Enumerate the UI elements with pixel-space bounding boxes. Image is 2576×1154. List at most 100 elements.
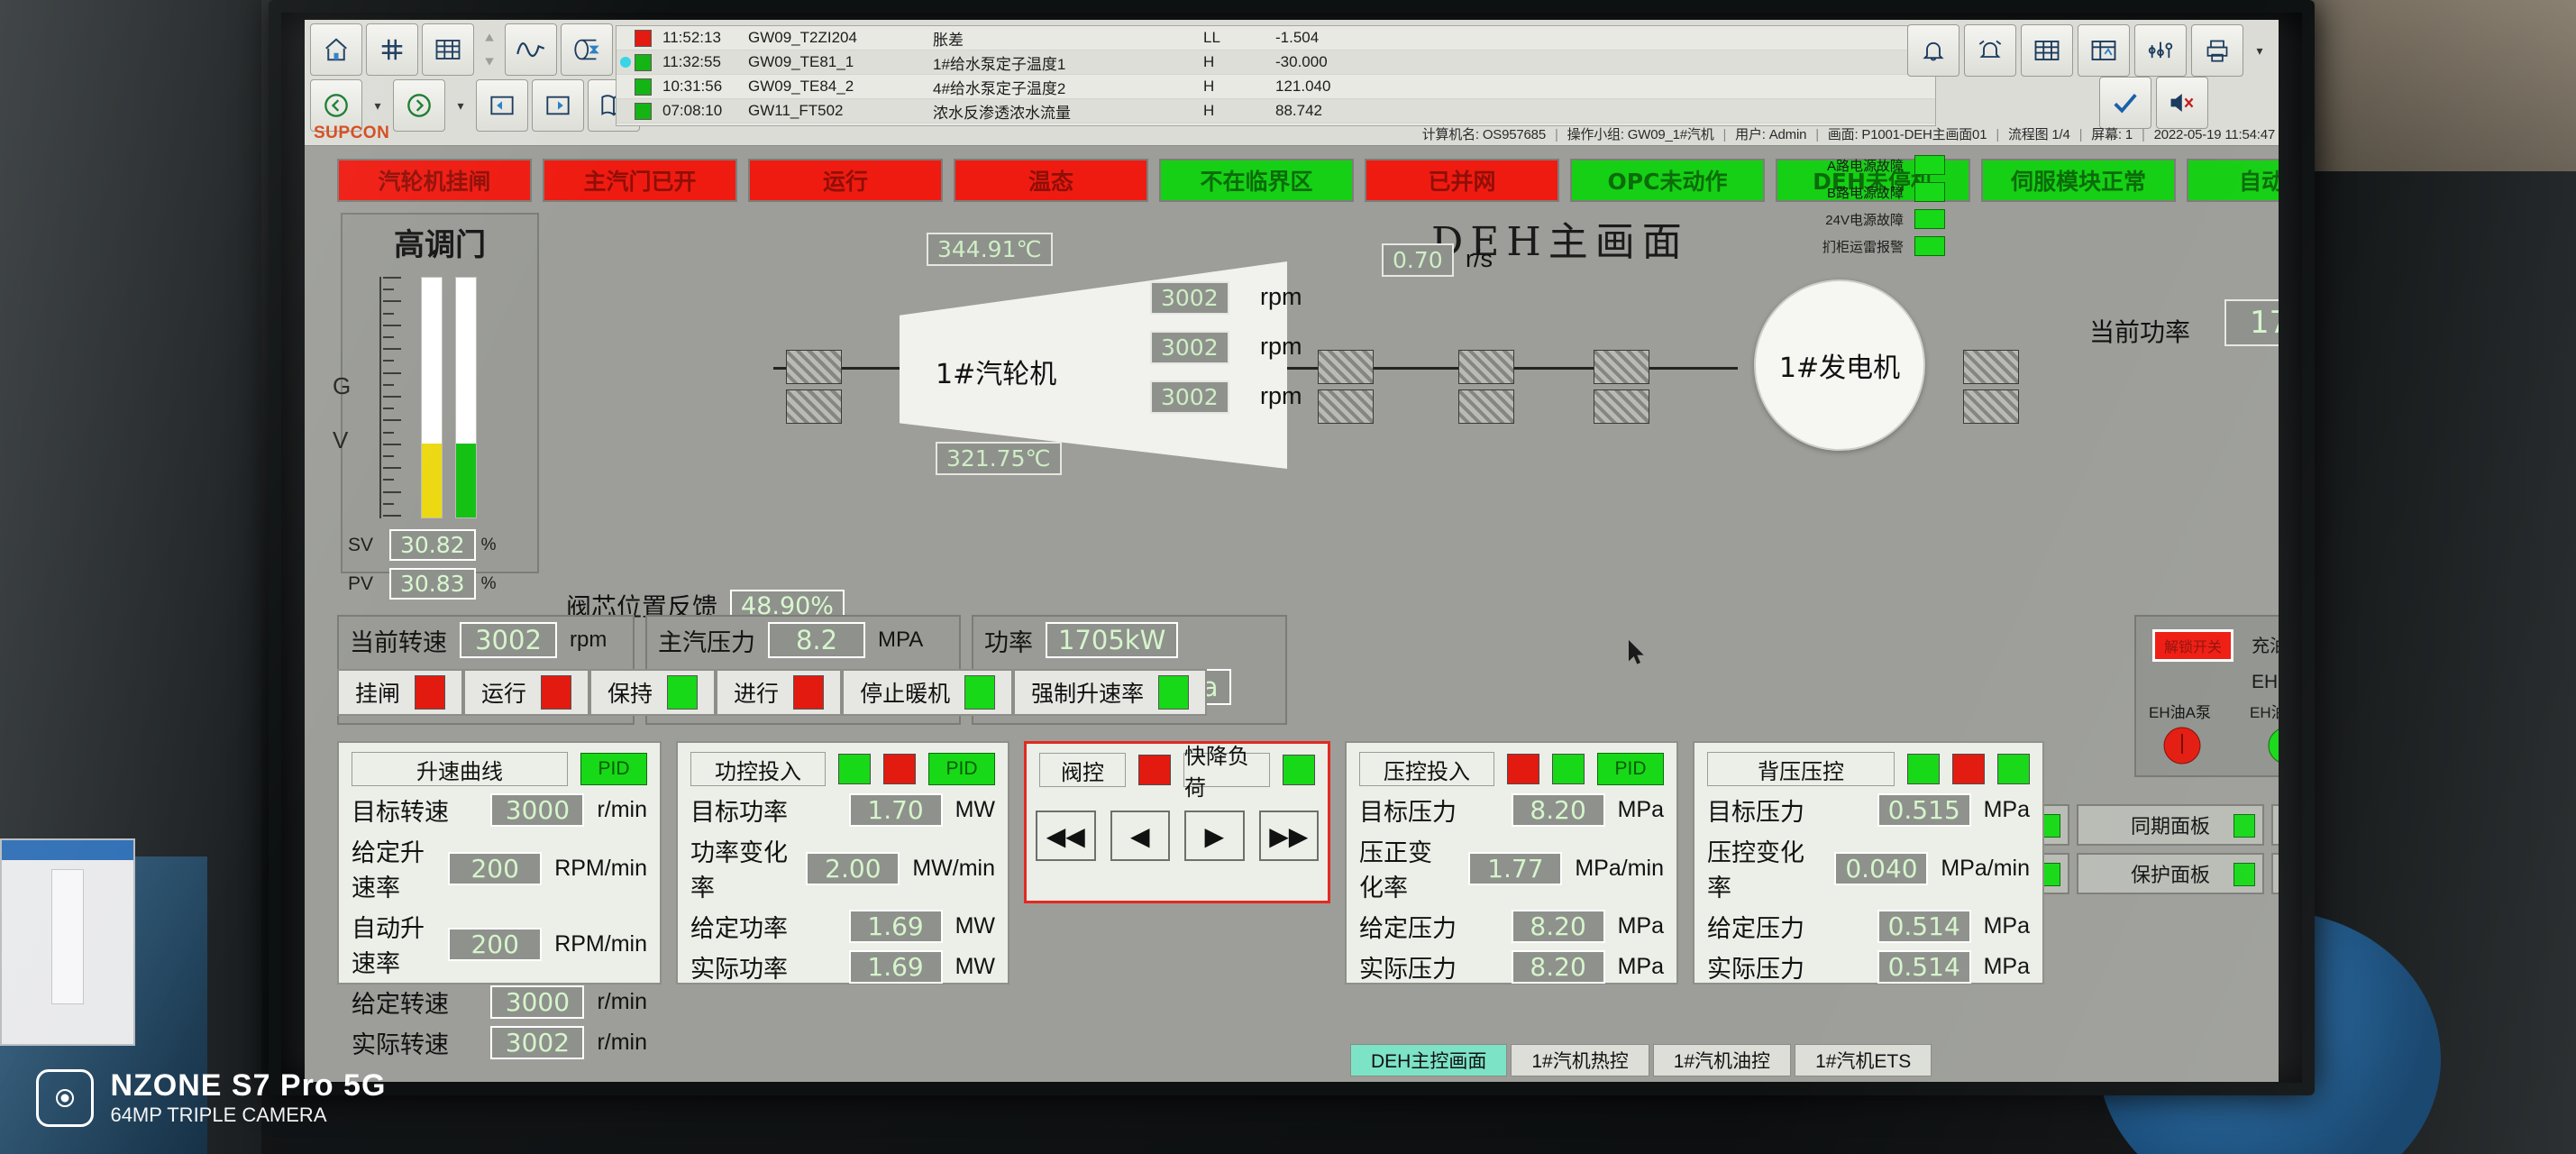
alarm-value: -30.000: [1275, 53, 1328, 70]
pump-a-indicator[interactable]: [2163, 727, 2201, 765]
backpressure-param-value[interactable]: 0.514: [1877, 950, 1971, 984]
status-indicator-button[interactable]: 自动状态: [2187, 159, 2279, 202]
grid-hash-icon[interactable]: [366, 23, 418, 76]
bell-icon[interactable]: [1907, 24, 1959, 77]
pressure-param-row: 压正变化率 1.77 MPa/min: [1347, 830, 1676, 906]
action-button[interactable]: 运行: [463, 669, 590, 716]
valve-pv-value[interactable]: 30.83: [389, 568, 476, 600]
solenoid-label: 充油电磁阀动作: [2252, 637, 2279, 656]
status-indicator-button[interactable]: 运行: [748, 159, 943, 202]
speed-param-value[interactable]: 3000: [490, 985, 585, 1019]
speed-param-label: 目标转速: [352, 799, 449, 826]
alarm-list[interactable]: 11:52:13 GW09_T2ZI204 胀差 LL -1.504 11:32:55 GW…: [616, 25, 1936, 126]
alarm-time: 11:52:13: [662, 29, 721, 46]
unlock-switch-button[interactable]: 解锁开关: [2152, 629, 2233, 662]
backpressure-param-value[interactable]: 0.514: [1877, 910, 1971, 943]
gauge-axis-label-g: G: [333, 372, 352, 399]
back-dropdown-icon[interactable]: ▾: [374, 97, 381, 113]
pump-b-indicator[interactable]: [2268, 727, 2279, 765]
power-param-value[interactable]: 2.00: [806, 851, 900, 885]
tune-icon[interactable]: [2134, 24, 2187, 77]
alarm-row[interactable]: 07:08:10 GW11_FT502 浓水反渗透浓水流量 H 88.742: [617, 99, 1935, 124]
check-icon[interactable]: [2099, 77, 2151, 129]
gauge-tick: [383, 479, 394, 481]
action-button[interactable]: 强制升速率: [1013, 669, 1208, 716]
trend-icon[interactable]: [505, 23, 557, 76]
forward-icon[interactable]: [393, 79, 445, 132]
alarm-row[interactable]: 11:52:13 GW09_T2ZI204 胀差 LL -1.504: [617, 26, 1935, 50]
panel-navigation-button[interactable]: 同期面板: [2077, 804, 2264, 846]
print-icon[interactable]: [2191, 24, 2243, 77]
speed-curve-button[interactable]: 升速曲线: [352, 752, 568, 786]
report-icon[interactable]: [2078, 24, 2130, 77]
speed-pid-button[interactable]: PID: [580, 753, 647, 785]
status-indicator-button[interactable]: 伺服模块正常: [1981, 159, 2176, 202]
screen-tab[interactable]: 1#汽机热控: [1511, 1044, 1649, 1076]
backpressure-param-unit: MPa: [1983, 913, 2030, 939]
valve-nav-buttons: ◀◀ ◀ ▶ ▶▶: [1027, 791, 1328, 881]
status-indicator-button[interactable]: 已并网: [1365, 159, 1559, 202]
monitor-label: 屏幕:: [2091, 127, 2122, 142]
action-button[interactable]: 挂闸: [337, 669, 464, 716]
valve-control-button[interactable]: 阀控: [1039, 753, 1126, 787]
export-icon[interactable]: [532, 79, 584, 132]
mute-icon[interactable]: [2156, 77, 2208, 129]
action-button[interactable]: 停止暖机: [842, 669, 1014, 716]
valve-panel-title: 高调门: [394, 227, 486, 263]
valve-close-button[interactable]: ◀: [1110, 811, 1170, 861]
more-dropdown-icon[interactable]: ▾: [2256, 42, 2263, 58]
valve-fast-open-button[interactable]: ▶▶: [1258, 811, 1319, 861]
screen-tab-strip: DEH主控画面 1#汽机热控 1#汽机油控 1#汽机ETS: [1350, 1044, 1932, 1076]
screen-tab[interactable]: DEH主控画面: [1350, 1044, 1508, 1076]
back-icon[interactable]: [310, 79, 362, 132]
action-button[interactable]: 保持: [589, 669, 717, 716]
refresh-icon[interactable]: [476, 79, 528, 132]
fast-unload-button[interactable]: 快降负荷: [1183, 745, 1270, 801]
status-indicator-button[interactable]: OPC未动作: [1570, 159, 1765, 202]
spinner-icon[interactable]: [478, 23, 501, 76]
speed-param-value[interactable]: 200: [448, 851, 543, 885]
gauge-tick: [383, 396, 401, 398]
pressure-param-value[interactable]: 8.20: [1511, 950, 1605, 984]
status-indicator-button[interactable]: 温态: [954, 159, 1148, 202]
pressure-param-value[interactable]: 8.20: [1511, 910, 1605, 943]
speed-param-value[interactable]: 200: [448, 927, 543, 961]
forward-dropdown-icon[interactable]: ▾: [457, 97, 464, 113]
screen-tab[interactable]: 1#汽机ETS: [1795, 1044, 1932, 1076]
current-speed-row: 当前转速 3002 rpm: [339, 617, 633, 664]
valve-open-button[interactable]: ▶: [1184, 811, 1245, 861]
screen-tab[interactable]: 1#汽机油控: [1652, 1044, 1792, 1076]
table-view-icon[interactable]: [2021, 24, 2073, 77]
speed-control-box: 升速曲线 PID 目标转速 3000 r/min 给定升速率 200 RPM/min 自动升…: [337, 741, 662, 1059]
pressure-param-value[interactable]: 8.20: [1511, 793, 1605, 827]
action-button[interactable]: 进行: [716, 669, 843, 716]
valve-sv-value[interactable]: 30.82: [389, 529, 476, 561]
panel-navigation-button[interactable]: 调阀面板: [2271, 853, 2279, 894]
pressure-param-value[interactable]: 1.77: [1468, 851, 1563, 885]
backpressure-param-value[interactable]: 0.040: [1834, 851, 1929, 885]
speed-param-value[interactable]: 3000: [490, 793, 585, 827]
power-control-header: 功控投入 PID: [678, 743, 1008, 790]
power-pid-button[interactable]: PID: [928, 753, 995, 785]
power-param-value[interactable]: 1.69: [848, 910, 943, 943]
alarm-row[interactable]: 11:32:55 GW09_TE81_1 1#给水泵定子温度1 H -30.000: [617, 50, 1935, 75]
power-param-value[interactable]: 1.70: [848, 793, 943, 827]
panel-navigation-button[interactable]: 高调伺服整定: [2271, 804, 2279, 846]
backpressure-param-value[interactable]: 0.515: [1877, 793, 1971, 827]
panel-navigation-button[interactable]: 保护面板: [2077, 853, 2264, 894]
valve-fast-close-button[interactable]: ◀◀: [1036, 811, 1096, 861]
alarm-row[interactable]: 10:31:56 GW09_TE84_2 4#给水泵定子温度2 H 121.040: [617, 75, 1935, 99]
status-indicator-button[interactable]: 主汽门已开: [543, 159, 737, 202]
power-param-value[interactable]: 1.69: [848, 950, 943, 984]
status-indicator-button[interactable]: 不在临界区: [1159, 159, 1354, 202]
pressure-pid-button[interactable]: PID: [1597, 753, 1664, 785]
speed-param-value[interactable]: 3002: [490, 1026, 585, 1059]
flow-diagram-icon[interactable]: [561, 23, 613, 76]
pressure-control-enable-button[interactable]: 压控投入: [1359, 752, 1494, 786]
table-icon[interactable]: [422, 23, 474, 76]
backpressure-control-button[interactable]: 背压压控: [1707, 752, 1895, 786]
status-indicator-button[interactable]: 汽轮机挂闸: [337, 159, 532, 202]
power-control-enable-button[interactable]: 功控投入: [690, 752, 826, 786]
alarm-ack-icon[interactable]: [1964, 24, 2016, 77]
home-icon[interactable]: [310, 23, 362, 76]
